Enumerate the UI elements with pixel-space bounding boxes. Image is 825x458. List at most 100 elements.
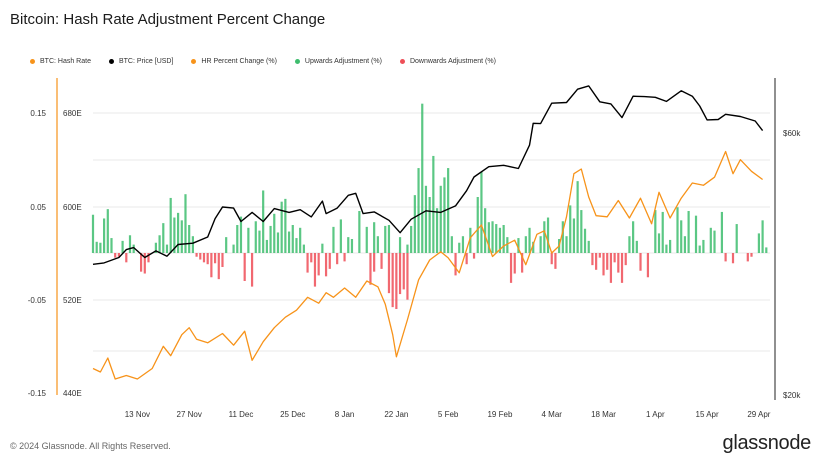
upward-adjustment-bar (239, 216, 243, 253)
x-tick-label: 11 Dec (229, 410, 254, 419)
upward-adjustment-bar (569, 205, 572, 253)
upward-adjustment-bar (421, 103, 424, 254)
upward-adjustment-bar (683, 236, 687, 253)
upward-adjustment-bar (654, 210, 657, 253)
upward-adjustment-bar (484, 208, 487, 253)
upward-adjustment-bar (417, 168, 420, 253)
price-line (92, 85, 764, 265)
upward-adjustment-bar (757, 233, 761, 253)
upward-adjustment-bar (280, 201, 283, 253)
upward-adjustment-bar (761, 220, 764, 253)
legend-label-upwards: Upwards Adjustment (%) (304, 58, 382, 65)
downward-adjustment-bar (199, 253, 202, 260)
upward-adjustment-bar (350, 239, 354, 253)
upward-adjustment-bar (184, 194, 187, 253)
upward-adjustment-bar (169, 197, 172, 253)
downward-adjustment-bar (550, 253, 553, 265)
downward-adjustment-bar (250, 253, 254, 287)
legend-item-hash-rate[interactable]: BTC: Hash Rate (30, 58, 91, 65)
y-right-price-tick: $60k (783, 129, 801, 138)
upward-adjustment-bar (694, 215, 698, 253)
legend: BTC: Hash Rate BTC: Price [USD] HR Perce… (30, 58, 514, 65)
upward-adjustment-bar (128, 235, 132, 253)
legend-dot-price (108, 59, 114, 64)
y-right-price-tick: $20k (783, 391, 801, 400)
upward-adjustment-bar (406, 244, 409, 253)
axis-labels: 0.15 0.05 -0.05 -0.15 680E 600E 520E 440E $60k $2… (28, 109, 802, 419)
legend-label-price: BTC: Price [USD] (118, 58, 174, 65)
upward-adjustment-bar (628, 236, 631, 253)
upward-adjustment-bar (447, 168, 450, 253)
upward-adjustment-bar (191, 236, 194, 253)
upward-adjustment-bar (669, 239, 672, 253)
upward-adjustment-bar (439, 185, 442, 253)
upward-adjustment-bar (295, 238, 298, 253)
downward-adjustment-bar (591, 253, 594, 266)
upward-adjustment-bar (258, 230, 261, 253)
legend-label-hr-percent: HR Percent Change (%) (201, 58, 277, 65)
y-left-hashrate-tick: 520E (63, 296, 82, 305)
upward-adjustment-bar (765, 247, 768, 253)
upward-adjustment-bar (410, 225, 413, 253)
downward-adjustment-bar (317, 253, 320, 276)
y-left-pct-tick: 0.05 (30, 203, 46, 212)
legend-label-hash-rate: BTC: Hash Rate (40, 58, 91, 65)
legend-item-hr-percent[interactable]: HR Percent Change (%) (191, 58, 277, 65)
upward-adjustment-bar (572, 218, 576, 253)
upward-adjustment-bar (435, 208, 439, 253)
upward-adjustment-bar (284, 198, 287, 253)
legend-item-downwards[interactable]: Downwards Adjustment (%) (399, 58, 496, 65)
upward-adjustment-bar (698, 245, 701, 253)
upward-adjustment-bar (469, 227, 472, 253)
upward-adjustment-bar (384, 225, 387, 253)
upward-adjustment-bar (347, 237, 350, 253)
upward-adjustment-bar (373, 222, 376, 253)
upward-adjustment-bar (95, 241, 98, 253)
downward-adjustment-bar (387, 253, 391, 294)
downward-adjustment-bar (117, 253, 120, 257)
downward-adjustment-bar (210, 253, 213, 278)
downward-adjustment-bar (206, 253, 209, 265)
y-left-pct-tick: -0.15 (28, 389, 47, 398)
legend-item-upwards[interactable]: Upwards Adjustment (%) (294, 58, 382, 65)
chart-title: Bitcoin: Hash Rate Adjustment Percent Ch… (10, 11, 326, 28)
upward-adjustment-bar (424, 185, 428, 253)
downward-adjustment-bar (554, 253, 557, 269)
upward-adjustment-bar (102, 218, 106, 253)
downward-adjustment-bar (624, 253, 627, 266)
upward-adjustment-bar (561, 221, 564, 253)
upward-adjustment-bar (432, 155, 435, 253)
downward-adjustment-bar (310, 253, 313, 263)
downward-adjustment-bar (217, 253, 220, 280)
upward-adjustment-bar (702, 239, 705, 253)
downward-adjustment-bar (139, 253, 143, 272)
x-tick-label: 29 Apr (747, 410, 770, 419)
legend-item-price[interactable]: BTC: Price [USD] (108, 58, 174, 65)
upward-adjustment-bar (502, 225, 505, 253)
x-tick-label: 15 Apr (696, 410, 719, 419)
upward-adjustment-bar (543, 221, 546, 253)
y-left-hashrate-tick: 440E (63, 389, 82, 398)
upward-adjustment-bar (583, 228, 587, 253)
downward-adjustment-bar (465, 253, 468, 265)
upward-adjustment-bar (236, 225, 239, 253)
upward-adjustment-bar (491, 221, 494, 253)
downward-adjustment-bar (143, 253, 146, 274)
upward-adjustment-bar (339, 219, 342, 253)
upward-adjustment-bar (713, 230, 716, 253)
upward-adjustment-bar (99, 242, 102, 253)
upward-adjustment-bar (546, 217, 550, 253)
upward-adjustment-bar (365, 226, 368, 253)
upward-adjustment-bar (265, 239, 268, 253)
upward-adjustment-bar (443, 177, 446, 253)
upward-adjustment-bar (254, 221, 257, 253)
upward-adjustment-bar (110, 238, 113, 253)
downward-adjustment-bar (613, 253, 616, 263)
legend-dot-hash-rate (30, 59, 35, 64)
upward-adjustment-bar (173, 217, 176, 253)
upward-adjustment-bar (680, 220, 683, 253)
y-left-hashrate-tick: 600E (63, 203, 82, 212)
upward-adjustment-bar (269, 225, 272, 253)
upward-adjustment-bar (165, 244, 169, 253)
